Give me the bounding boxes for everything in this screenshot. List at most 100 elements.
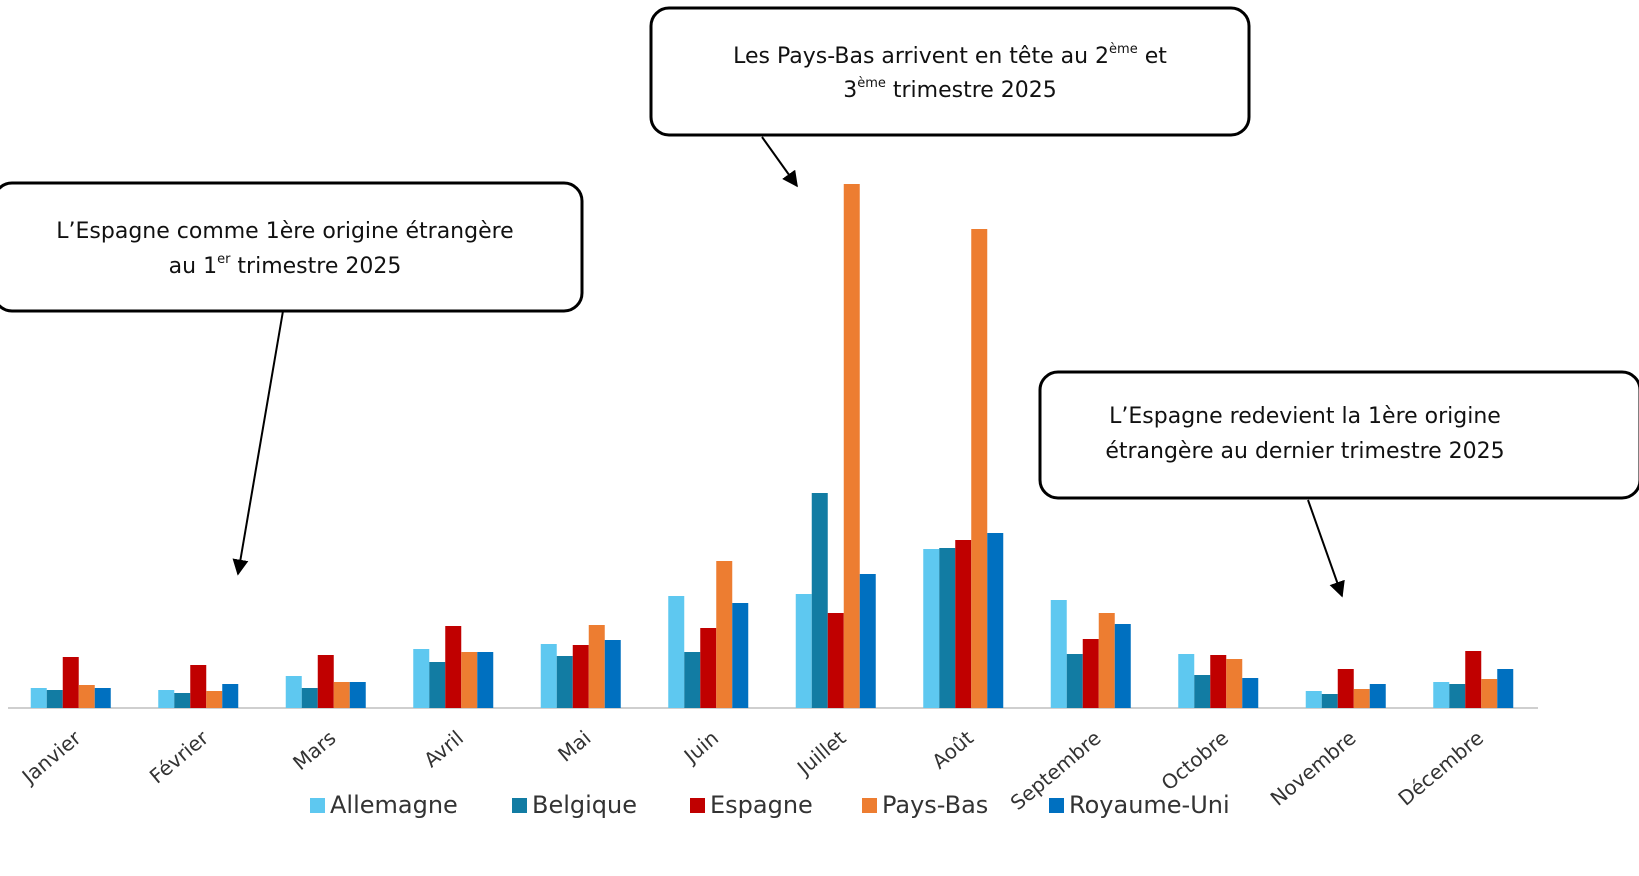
annotation-line: 3ème trimestre 2025: [843, 76, 1057, 104]
bar: [1433, 682, 1450, 708]
x-tick-label: Novembre: [1266, 726, 1361, 811]
bar: [732, 603, 749, 708]
legend-swatch: [512, 798, 527, 813]
bar: [843, 184, 860, 708]
callout-box: [1038, 370, 1639, 500]
bar: [700, 628, 717, 708]
legend-label: Espagne: [710, 791, 813, 819]
x-tick-label: Février: [145, 725, 214, 788]
bar: [1337, 669, 1354, 708]
bar: [859, 574, 876, 708]
legend-label: Pays-Bas: [882, 791, 988, 819]
x-tick-label: Mai: [553, 726, 595, 767]
legend-label: Royaume-Uni: [1069, 791, 1230, 819]
bar: [477, 652, 494, 708]
bar: [1178, 654, 1195, 708]
bar: [349, 682, 366, 708]
annotation-line: au 1er trimestre 2025: [169, 252, 402, 280]
x-tick-label: Juin: [678, 726, 723, 769]
bar: [429, 662, 446, 708]
bar: [1114, 624, 1131, 708]
bar: [604, 640, 621, 708]
annotation-sup: er: [217, 252, 231, 267]
bar: [572, 645, 589, 708]
annotation-text: trimestre 2025: [886, 78, 1057, 103]
x-tick-label: Mars: [288, 726, 340, 775]
x-tick-label: Octobre: [1157, 726, 1233, 796]
bar: [811, 493, 828, 708]
bar: [1305, 691, 1322, 708]
annotation-text: Les Pays-Bas arrivent en tête au 2: [733, 44, 1109, 69]
legend-swatch: [690, 798, 705, 813]
bar: [174, 693, 191, 708]
bar: [1082, 639, 1099, 708]
legend-swatch: [310, 798, 325, 813]
arrow: [1307, 499, 1345, 598]
annotation-text: 3: [843, 78, 857, 103]
bar: [461, 652, 478, 708]
bar: [540, 644, 557, 708]
legend-swatch: [862, 798, 877, 813]
bar: [1242, 678, 1259, 708]
callout-box: [0, 181, 584, 313]
bar: [285, 676, 302, 708]
bar: [1353, 689, 1370, 708]
bar: [716, 561, 733, 708]
bar: [1194, 675, 1211, 708]
annotation-line: L’Espagne comme 1ère origine étrangère: [56, 219, 513, 244]
bar: [1369, 684, 1386, 708]
bar: [46, 690, 63, 708]
bar: [827, 613, 844, 708]
bar: [62, 657, 79, 708]
bar: [222, 684, 239, 708]
bars: [30, 184, 1514, 708]
bar: [1321, 694, 1338, 708]
bar: [684, 652, 701, 708]
bar: [158, 690, 175, 708]
annotation-text: au 1: [169, 254, 217, 279]
bar: [1210, 655, 1227, 708]
bar: [955, 540, 972, 708]
legend-label: Allemagne: [330, 791, 458, 819]
annotation-sup: ème: [1109, 42, 1138, 57]
bar: [1497, 669, 1514, 708]
bar: [333, 682, 350, 708]
bar: [1449, 684, 1466, 708]
bar: [190, 665, 207, 708]
callout-box: [649, 6, 1251, 137]
legend-label: Belgique: [532, 791, 637, 819]
annotation-sup: ème: [857, 76, 886, 91]
annotation-text: trimestre 2025: [230, 254, 401, 279]
annotation-line: Les Pays-Bas arrivent en tête au 2ème et: [733, 42, 1167, 70]
bar: [1465, 651, 1482, 708]
bar: [588, 625, 605, 708]
bar: [1481, 679, 1498, 708]
legend-swatch: [1049, 798, 1064, 813]
bar: [668, 596, 685, 708]
x-tick-label: Avril: [419, 726, 468, 772]
bar: [1226, 659, 1243, 708]
bar: [1050, 600, 1067, 708]
arrow: [761, 136, 798, 188]
x-tick-label: Juillet: [791, 726, 851, 781]
bar: [987, 533, 1004, 708]
annotation-line: L’Espagne redevient la 1ère origine: [1109, 404, 1501, 429]
bar: [206, 691, 223, 708]
bar: [94, 688, 111, 708]
bar: [923, 549, 940, 708]
x-tick-label: Août: [927, 726, 978, 774]
bar: [78, 685, 95, 708]
x-tick-label: Janvier: [16, 725, 86, 789]
arrow: [232, 310, 284, 576]
annotation-text: et: [1138, 44, 1168, 69]
bar: [445, 626, 462, 708]
bar: [30, 688, 47, 708]
bar: [301, 688, 318, 708]
bar: [1066, 654, 1083, 708]
bar: [971, 229, 988, 708]
bar: [556, 656, 573, 708]
annotation-line: étrangère au dernier trimestre 2025: [1105, 439, 1504, 464]
